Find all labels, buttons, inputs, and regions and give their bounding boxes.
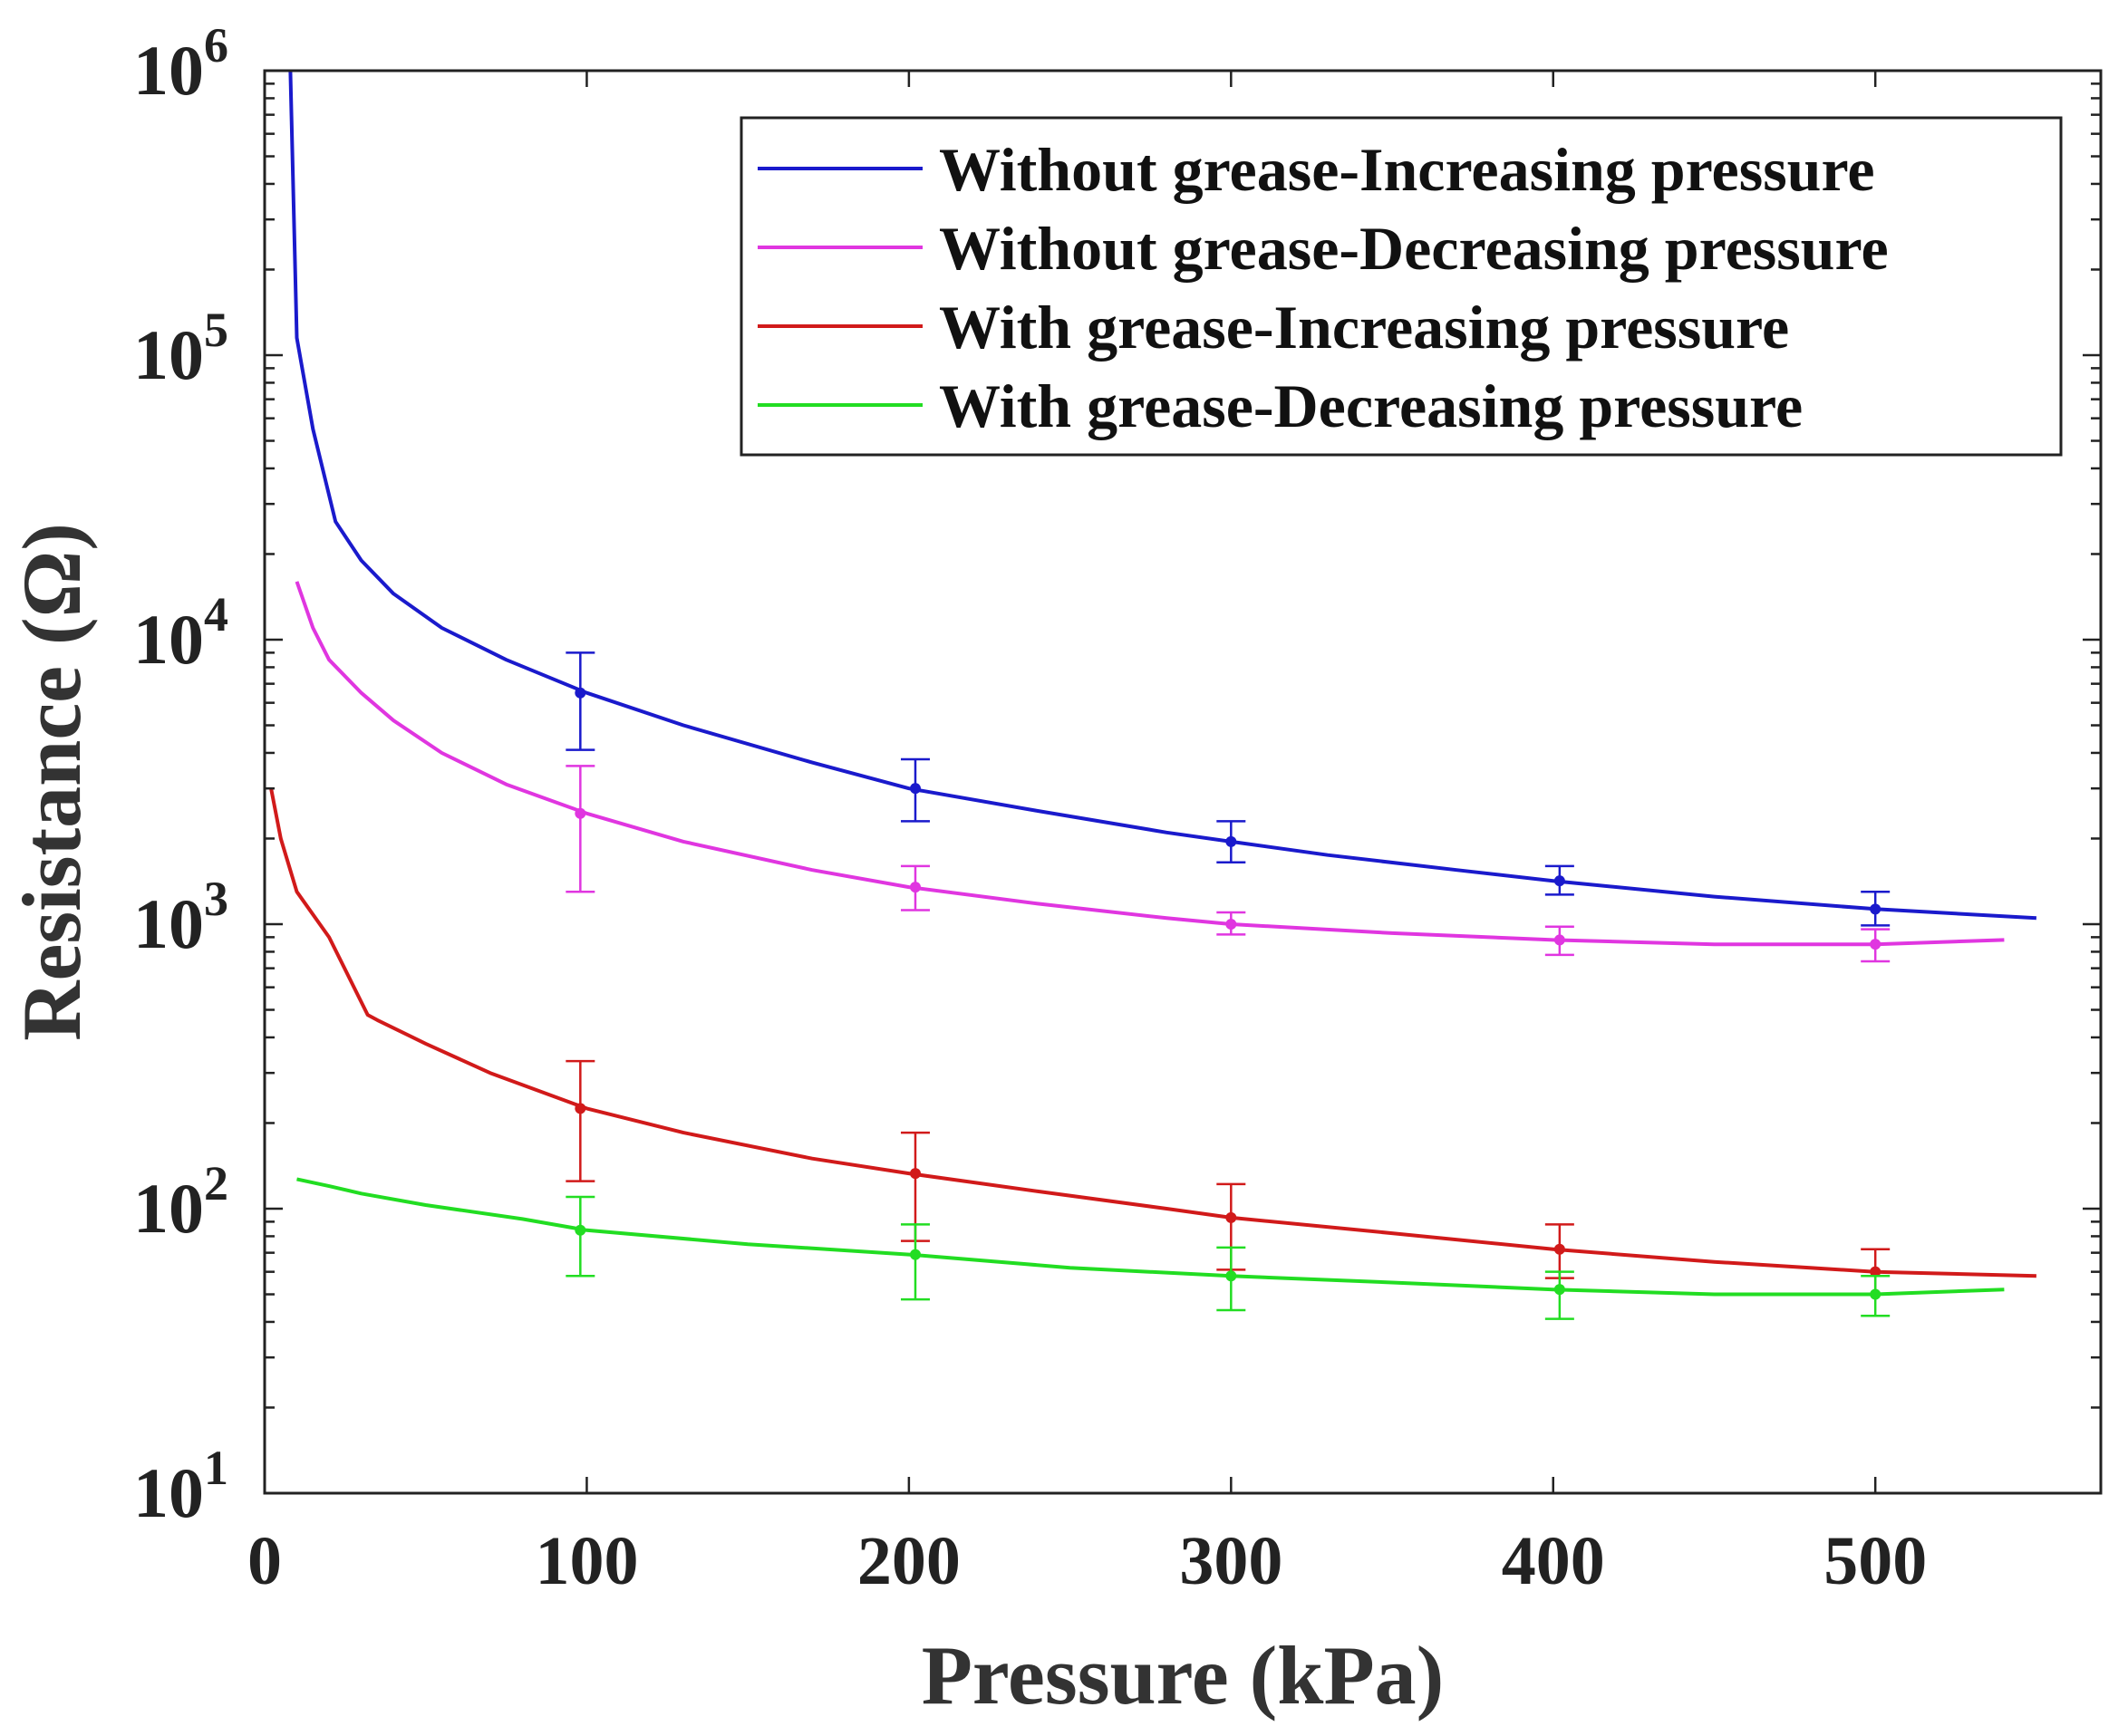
- data-marker: [575, 687, 586, 699]
- y-tick-exponent: 1: [204, 1441, 228, 1495]
- data-marker: [1870, 1266, 1881, 1278]
- x-tick-label: 0: [247, 1523, 282, 1599]
- series-layer: [269, 70, 2037, 1320]
- x-axis-title: Pressure (kPa): [922, 1629, 1445, 1722]
- data-marker: [575, 1103, 586, 1114]
- series-3: [296, 1177, 2005, 1320]
- series-0: [288, 70, 2037, 927]
- y-tick-label: 106: [133, 18, 228, 110]
- series-line: [296, 1177, 2005, 1297]
- y-tick-label: 103: [133, 872, 228, 963]
- data-marker: [1870, 903, 1881, 915]
- legend: Without grease-Increasing pressure Withou…: [740, 116, 2063, 457]
- y-tick-exponent: 6: [204, 18, 228, 72]
- data-marker: [1553, 934, 1565, 946]
- y-tick-base: 10: [133, 1169, 204, 1248]
- series-line: [269, 787, 2036, 1278]
- data-marker: [1553, 875, 1565, 887]
- data-marker: [1225, 835, 1237, 847]
- y-tick-exponent: 4: [204, 587, 228, 641]
- x-tick-label: 300: [1179, 1523, 1282, 1599]
- legend-box: [740, 116, 2063, 457]
- data-marker: [1225, 1270, 1237, 1282]
- data-marker: [1225, 1211, 1237, 1223]
- x-tick-label: 100: [535, 1523, 638, 1599]
- data-marker: [575, 807, 586, 819]
- data-marker: [909, 1168, 921, 1180]
- plot-frame: [263, 69, 2103, 1495]
- data-marker: [575, 1224, 586, 1236]
- data-marker: [1870, 1288, 1881, 1300]
- x-tick-label: 500: [1823, 1523, 1927, 1599]
- y-tick-base: 10: [133, 315, 204, 394]
- legend-entries: Without grease-Increasing pressure Withou…: [758, 135, 1889, 440]
- legend-label: Without grease-Decreasing pressure: [939, 214, 1889, 283]
- y-tick-label: 104: [133, 587, 228, 679]
- data-marker: [909, 783, 921, 795]
- legend-label: Without grease-Increasing pressure: [939, 135, 1875, 204]
- series-line: [295, 581, 2005, 947]
- y-tick-label: 105: [133, 303, 228, 394]
- x-tick-label: 200: [857, 1523, 961, 1599]
- y-tick-exponent: 3: [204, 872, 228, 926]
- data-marker: [1870, 939, 1881, 950]
- y-tick-label: 102: [133, 1156, 228, 1248]
- data-marker: [1553, 1243, 1565, 1255]
- x-tick-label: 400: [1502, 1523, 1605, 1599]
- data-marker: [909, 1249, 921, 1260]
- legend-label: With grease-Increasing pressure: [939, 293, 1789, 362]
- series-2: [269, 787, 2036, 1296]
- series-1: [295, 581, 2005, 963]
- y-tick-base: 10: [133, 600, 204, 679]
- y-tick-exponent: 5: [204, 303, 228, 357]
- y-tick-base: 10: [133, 1453, 204, 1532]
- ticks-layer: [263, 71, 2101, 1495]
- data-marker: [1225, 919, 1237, 930]
- legend-label: With grease-Decreasing pressure: [939, 371, 1803, 440]
- y-tick-exponent: 2: [204, 1156, 228, 1210]
- y-tick-label: 101: [133, 1441, 228, 1532]
- y-axis-title: Resistance (Ω): [5, 523, 98, 1041]
- y-tick-base: 10: [133, 31, 204, 110]
- series-line: [288, 70, 2037, 921]
- y-tick-base: 10: [133, 884, 204, 963]
- data-marker: [909, 882, 921, 893]
- data-marker: [1553, 1284, 1565, 1296]
